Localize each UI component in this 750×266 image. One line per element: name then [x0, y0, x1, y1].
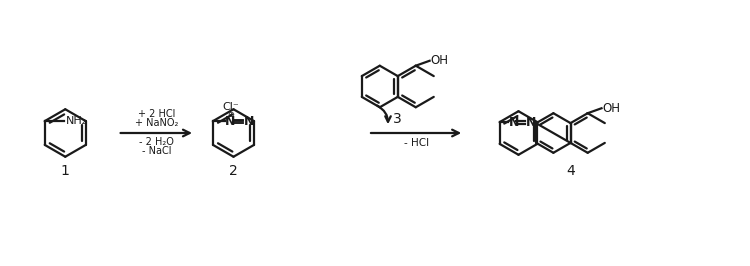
Text: NH₂: NH₂ — [65, 116, 87, 126]
Text: 1: 1 — [61, 164, 70, 178]
Text: - HCl: - HCl — [404, 138, 429, 148]
Text: N: N — [509, 116, 519, 129]
Text: + 2 HCl: + 2 HCl — [137, 109, 175, 119]
Text: OH: OH — [430, 54, 448, 67]
Text: Cl⁻: Cl⁻ — [222, 102, 239, 112]
Text: N: N — [225, 115, 236, 128]
Text: + NaNO₂: + NaNO₂ — [134, 118, 178, 128]
Text: - 2 H₂O: - 2 H₂O — [139, 137, 174, 147]
Text: N: N — [526, 116, 537, 129]
Text: 4: 4 — [566, 164, 575, 178]
Text: - NaCl: - NaCl — [142, 146, 171, 156]
Text: OH: OH — [602, 102, 620, 115]
Text: 2: 2 — [229, 164, 238, 178]
Text: 3: 3 — [394, 112, 402, 126]
Text: N: N — [244, 115, 254, 128]
Text: ⊕: ⊕ — [226, 110, 234, 119]
